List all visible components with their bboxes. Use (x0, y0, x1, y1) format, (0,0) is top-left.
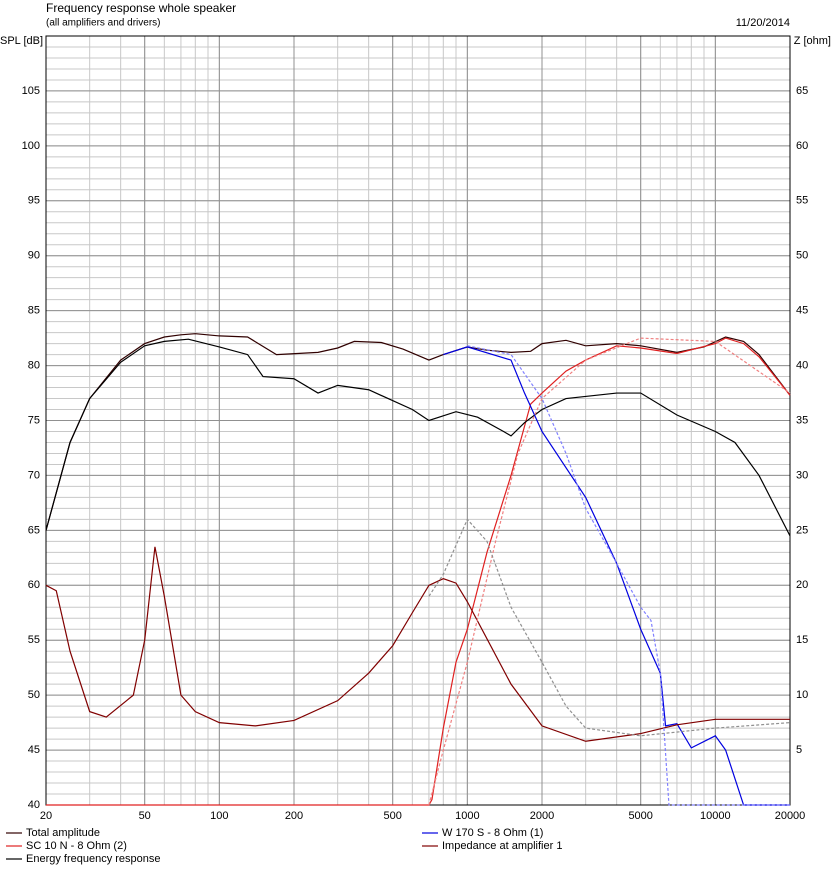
x-tick-label: 500 (384, 810, 402, 822)
y-tick-label: 80 (28, 359, 40, 371)
x-tick-label: 100 (210, 810, 228, 822)
y2-tick-label: 60 (796, 140, 808, 152)
y2-tick-label: 15 (796, 634, 808, 646)
x-tick-label: 2000 (530, 810, 554, 822)
y2-tick-label: 25 (796, 524, 808, 536)
y-tick-label: 45 (28, 744, 40, 756)
series-line (443, 346, 790, 806)
y-tick-label: 50 (28, 689, 40, 701)
y2-tick-label: 55 (796, 195, 808, 207)
y-tick-label: 55 (28, 634, 40, 646)
y-tick-label: 105 (22, 85, 40, 97)
chart-title: Frequency response whole speaker (46, 1, 236, 15)
dashed-line (428, 337, 791, 806)
chart-date: 11/20/2014 (736, 17, 790, 29)
y-tick-label: 65 (28, 524, 40, 536)
grid: 40 45 50 55 60 65 70 75 80 85 90 95 100 105 5 10 15 20 25 3… (22, 35, 808, 822)
series-line (45, 338, 791, 537)
y2-tick-label: 50 (796, 250, 808, 262)
y-tick-label: 100 (22, 140, 40, 152)
series-line (46, 337, 791, 806)
x-tick-label: 20 (40, 810, 52, 822)
y-tick-label: 85 (28, 305, 40, 317)
y-tick-label: 60 (28, 579, 40, 591)
y2-tick-label: 20 (796, 579, 808, 591)
series-line (45, 546, 790, 742)
legend-label: Energy frequency response (26, 853, 161, 865)
dashed-line (467, 345, 790, 806)
y-tick-label: 95 (28, 195, 40, 207)
y-tick-label: 75 (28, 414, 40, 426)
y2-tick-label: 5 (796, 744, 802, 756)
dashed-line (428, 518, 791, 737)
legend-label: SC 10 N - 8 Ohm (2) (26, 840, 127, 852)
y2-tick-label: 35 (796, 414, 808, 426)
y2-tick-label: 40 (796, 359, 808, 371)
legend-label: Total amplitude (26, 827, 100, 839)
y2-tick-label: 30 (796, 469, 808, 481)
x-tick-label: 20000 (775, 810, 806, 822)
y-axis-label: SPL [dB] (0, 35, 43, 47)
plot (45, 333, 791, 806)
x-tick-label: 5000 (628, 810, 652, 822)
y2-tick-label: 65 (796, 85, 808, 97)
chart-subtitle: (all amplifiers and drivers) (46, 18, 160, 29)
legend-label: Impedance at amplifier 1 (442, 840, 562, 852)
y2-tick-label: 45 (796, 305, 808, 317)
x-tick-label: 50 (139, 810, 151, 822)
x-tick-label: 1000 (455, 810, 479, 822)
x-tick-label: 10000 (700, 810, 731, 822)
y-tick-label: 70 (28, 469, 40, 481)
x-tick-label: 200 (285, 810, 303, 822)
y2-axis-label: Z [ohm] (794, 35, 831, 47)
y-tick-label: 40 (28, 799, 40, 811)
legend-label: W 170 S - 8 Ohm (1) (442, 827, 543, 839)
series-line (45, 333, 791, 531)
y-tick-label: 90 (28, 250, 40, 262)
y2-tick-label: 10 (796, 689, 808, 701)
